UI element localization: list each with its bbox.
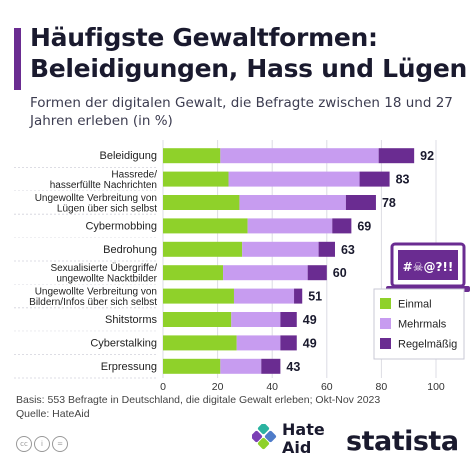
legend-label: Regelmäßig — [398, 339, 457, 351]
legend-swatch-mehrmals — [380, 318, 391, 329]
cc-license-icons[interactable]: cc i = — [16, 436, 96, 452]
bar-segment-mehrmals — [220, 148, 379, 164]
x-tick-label: 80 — [376, 381, 388, 393]
total-label: 78 — [382, 196, 396, 210]
bar-segment-einmal — [163, 358, 221, 374]
legend-swatch-einmal — [380, 298, 391, 309]
bar-segment-mehrmals — [228, 171, 360, 187]
x-tick-label: 20 — [212, 381, 224, 393]
bar-segment-einmal — [163, 265, 224, 281]
laptop-icon: #☠@?!! — [386, 242, 470, 292]
bar-segment-mehrmals — [233, 288, 295, 304]
total-label: 92 — [420, 149, 434, 163]
row-band — [8, 144, 158, 168]
bar-segment-einmal — [163, 312, 232, 327]
legend-swatch-regelmäßig — [380, 338, 391, 349]
bar-segment-mehrmals — [247, 218, 333, 234]
bar-segment-regelmäßig — [378, 148, 415, 164]
category-label: ungewollte Nacktbilder — [56, 273, 157, 284]
total-label: 49 — [303, 336, 317, 350]
bar-segment-mehrmals — [239, 195, 346, 210]
legend-label: Einmal — [398, 299, 432, 311]
chart-title: Häufigste Gewaltformen: Beleidigungen, H… — [30, 23, 468, 83]
bar-segment-regelmäßig — [307, 265, 327, 281]
hateaid-logo[interactable]: Hate Aid — [252, 418, 342, 462]
cc-icon: cc — [16, 436, 32, 452]
legend: Einmal Mehrmals Regelmäßig — [373, 288, 465, 360]
x-tick-label: 100 — [427, 381, 445, 393]
bar-segment-regelmäßig — [261, 358, 281, 374]
category-label: Cybermobbing — [85, 220, 157, 232]
bar-segment-mehrmals — [223, 265, 308, 281]
basis-note: Basis: 553 Befragte in Deutschland, die … — [16, 394, 381, 406]
category-label: Bildern/Infos über sich selbst — [29, 297, 157, 308]
laptop-screen-inner — [398, 250, 458, 280]
bar-segment-einmal — [163, 335, 237, 351]
x-axis-ticks: 0 20 40 60 80 100 — [160, 381, 445, 393]
bar-segment-regelmäßig — [345, 195, 376, 210]
total-label: 69 — [357, 219, 371, 233]
bar-segment-mehrmals — [220, 358, 262, 374]
category-label: Ungewollte Verbreitung von — [35, 286, 157, 297]
total-label: 63 — [341, 243, 355, 257]
bar-segment-einmal — [163, 288, 234, 304]
row-band — [8, 284, 158, 308]
bar-segment-mehrmals — [231, 312, 281, 327]
title-accent-bar — [14, 28, 21, 90]
bar-segment-regelmäßig — [318, 241, 335, 257]
category-label: Shitstorms — [105, 314, 157, 326]
row-band — [8, 331, 158, 355]
laptop-icon-text: #☠@?!! — [403, 260, 454, 274]
row-band — [8, 237, 158, 261]
bars — [163, 148, 415, 374]
bar-segment-regelmäßig — [332, 218, 352, 234]
bar-segment-regelmäßig — [280, 335, 297, 351]
source-note: Quelle: HateAid — [16, 408, 90, 420]
category-label: Cyberstalking — [90, 337, 157, 349]
category-label: Sexualisierte Übergriffe/ — [50, 262, 157, 274]
bar-segment-regelmäßig — [280, 312, 297, 327]
chart-subtitle: Formen der digitalen Gewalt, die Befragt… — [30, 95, 453, 129]
equal-icon: = — [52, 436, 68, 452]
total-label: 83 — [396, 173, 410, 187]
bar-segment-einmal — [163, 241, 243, 257]
bar-segment-mehrmals — [236, 335, 281, 351]
bar-segment-einmal — [163, 171, 229, 187]
x-tick-label: 40 — [266, 381, 278, 393]
category-label: Erpressung — [101, 361, 157, 373]
x-tick-label: 0 — [160, 381, 166, 393]
by-icon: i — [34, 436, 50, 452]
category-label: Hassrede/ — [111, 169, 157, 180]
hateaid-word-2: Aid — [282, 438, 312, 457]
category-label: Bedrohung — [103, 244, 157, 256]
legend-label: Mehrmals — [398, 319, 447, 331]
hateaid-word-1: Hate — [282, 420, 325, 439]
bar-segment-einmal — [163, 148, 221, 164]
total-label: 49 — [303, 313, 317, 327]
category-label: Beleidigung — [100, 150, 158, 162]
bar-segment-regelmäßig — [359, 171, 390, 187]
bar-segment-einmal — [163, 218, 248, 234]
total-label: 51 — [308, 290, 322, 304]
bar-segment-einmal — [163, 195, 240, 210]
category-labels: Beleidigung Hassrede/hasserfüllte Nachric… — [8, 144, 158, 379]
bar-segment-mehrmals — [242, 241, 319, 257]
bar-segment-regelmäßig — [294, 288, 303, 304]
category-label: Ungewollte Verbreitung von — [35, 193, 157, 204]
total-label: 43 — [286, 360, 300, 374]
total-label: 60 — [333, 266, 347, 280]
category-label: hasserfüllte Nachrichten — [50, 180, 157, 191]
statista-logo[interactable]: statista — [346, 426, 459, 457]
category-label: Lügen über sich selbst — [57, 203, 157, 214]
hateaid-mark-icon — [252, 424, 277, 450]
row-band — [8, 190, 158, 215]
x-tick-label: 60 — [321, 381, 333, 393]
